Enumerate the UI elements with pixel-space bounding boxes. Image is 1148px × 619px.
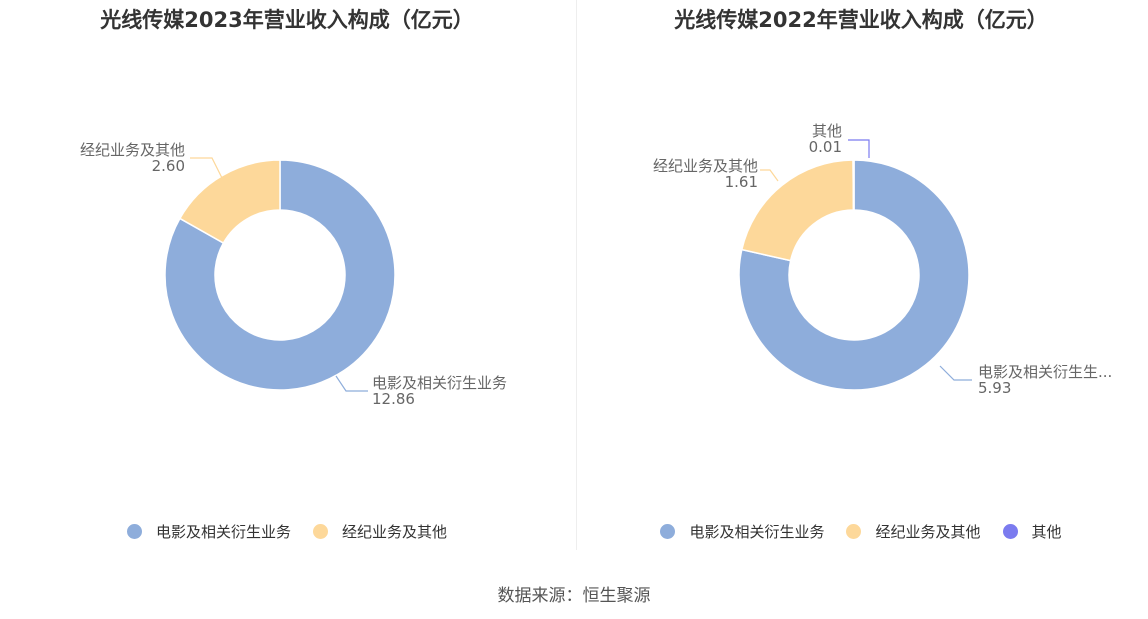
label-leader-line [760, 169, 779, 182]
legend-label: 电影及相关衍生业务 [155, 523, 291, 541]
legend-item-other[interactable]: 其他 [1002, 521, 1062, 542]
legend-swatch [660, 524, 676, 539]
panel-divider [576, 0, 577, 550]
legend-item-film[interactable]: 电影及相关衍生业务 [660, 521, 824, 542]
label-leader-line [335, 375, 368, 392]
legend-swatch [313, 524, 328, 539]
chart-panel-2023: 光线传媒2023年营业收入构成（亿元） 电影及相关衍生业务 12.86 经纪业务及其… [0, 0, 574, 560]
label-leader-line [939, 365, 972, 381]
label-leader-line [190, 157, 223, 179]
chart-title: 光线传媒2023年营业收入构成（亿元） [100, 8, 474, 32]
chart-panel-2022: 光线传媒2022年营业收入构成（亿元） 电影及相关衍生生... 5.93 经纪业务及… [574, 0, 1148, 560]
legend-label: 其他 [1031, 523, 1062, 541]
pie-slice-1[interactable] [738, 159, 970, 391]
slice-label-name: 电影及相关衍生业务 [372, 374, 507, 392]
slice-label-value: 2.60 [152, 157, 185, 175]
data-source: 数据来源：恒生聚源 [497, 586, 651, 606]
legend-item-brokerage[interactable]: 经纪业务及其他 [313, 521, 447, 542]
legend-swatch [1002, 524, 1018, 539]
slice-label-value: 12.86 [372, 390, 415, 408]
slice-label-value: 0.01 [809, 138, 842, 156]
pie-slice-2[interactable] [740, 159, 855, 262]
legend-item-brokerage[interactable]: 经纪业务及其他 [846, 521, 981, 542]
slice-label-name: 经纪业务及其他 [80, 141, 185, 159]
chart-legend: 电影及相关衍生业务 经纪业务及其他 其他 [574, 521, 1148, 542]
chart-title: 光线传媒2022年营业收入构成（亿元） [674, 8, 1048, 32]
legend-swatch [126, 524, 142, 539]
pie-slice-2[interactable] [178, 159, 281, 245]
legend-item-film[interactable]: 电影及相关衍生业务 [126, 521, 291, 542]
legend-swatch [846, 524, 862, 539]
chart-legend: 电影及相关衍生业务 经纪业务及其他 [0, 521, 574, 542]
slice-label-name: 电影及相关衍生生... [978, 363, 1112, 381]
legend-label: 电影及相关衍生业务 [689, 523, 825, 541]
slice-label-name: 经纪业务及其他 [653, 157, 758, 175]
legend-label: 经纪业务及其他 [342, 523, 448, 541]
pie-slice-3[interactable] [852, 159, 855, 211]
slice-label-value: 1.61 [725, 173, 758, 191]
label-leader-line [848, 139, 870, 158]
slice-label-value: 5.93 [978, 379, 1011, 397]
slice-label-name: 其他 [812, 122, 842, 140]
legend-label: 经纪业务及其他 [875, 523, 981, 541]
pie-slice-1[interactable] [164, 159, 396, 391]
